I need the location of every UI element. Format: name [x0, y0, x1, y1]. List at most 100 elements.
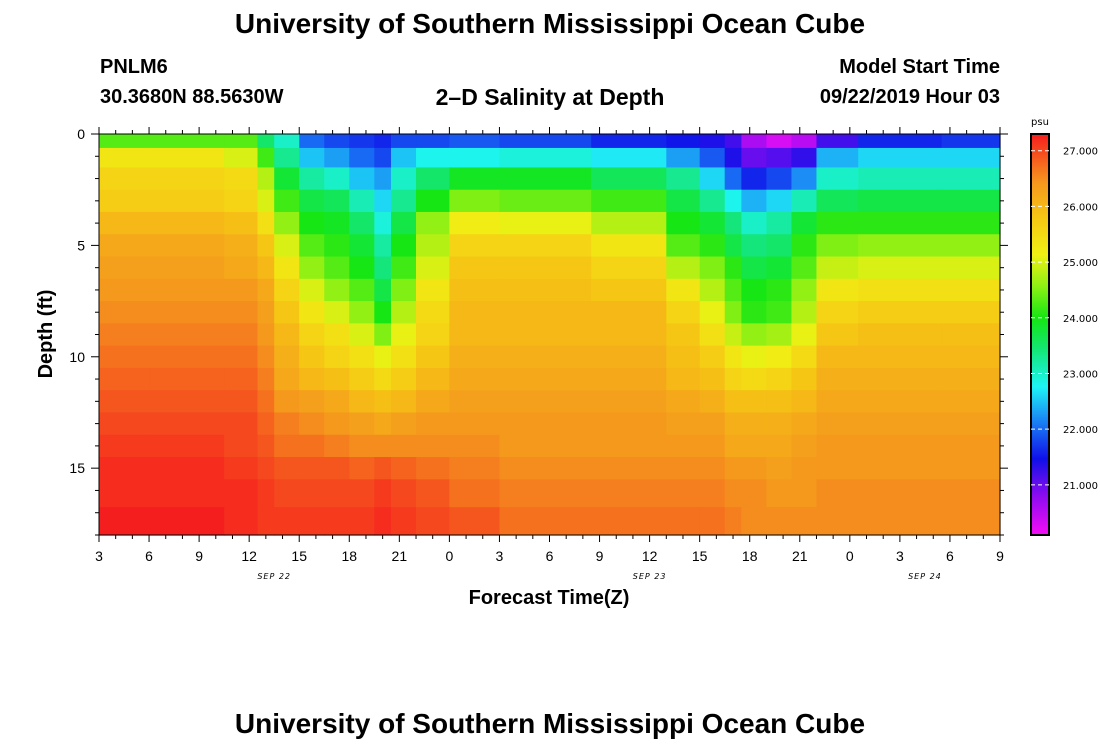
x-tick-label: 3 — [896, 548, 904, 564]
heatmap-cell — [724, 390, 742, 414]
heatmap-cell — [816, 167, 859, 191]
heatmap-cell — [349, 147, 375, 169]
heatmap-cell — [941, 412, 1001, 436]
heatmap-cell — [390, 278, 417, 302]
heatmap-cell — [816, 507, 859, 536]
heatmap-cell — [349, 234, 375, 258]
heatmap-cell — [224, 147, 259, 169]
heatmap-cell — [349, 278, 375, 302]
salinity-chart: 3 6 9 12 15 18 21 0 3 6 9 12 15 18 21 0 3 6 9 SEP 22 SEP 23 S… — [35, 117, 1098, 609]
x-tick-label: 0 — [846, 548, 854, 564]
heatmap-cell — [449, 189, 501, 213]
heatmap-cell — [499, 345, 592, 369]
station-id: PNLM6 — [100, 56, 168, 78]
x-tick-label: 12 — [241, 548, 257, 564]
y-tick-label: 10 — [69, 349, 85, 365]
heatmap-cell — [724, 301, 742, 324]
heatmap-cell — [591, 301, 667, 324]
heatmap-cell — [699, 479, 726, 508]
heatmap-cell — [149, 211, 225, 235]
heatmap-cell — [766, 147, 793, 169]
heatmap-cell — [449, 301, 501, 324]
heatmap-cell — [699, 345, 726, 369]
heatmap-cell — [499, 434, 592, 458]
heatmap-cell — [274, 390, 300, 414]
heatmap-cell — [224, 301, 259, 324]
heatmap-cell — [816, 256, 859, 280]
heatmap-cell — [941, 211, 1001, 235]
heatmap-cell — [324, 211, 350, 235]
date-label: SEP 24 — [908, 572, 942, 581]
colorbar-tick-label: 23.000 — [1063, 369, 1098, 380]
heatmap-cell — [449, 256, 501, 280]
heatmap-cell — [374, 256, 392, 280]
x-tick-label: 15 — [692, 548, 708, 564]
heatmap-cell — [374, 211, 392, 235]
heatmap-cell — [666, 323, 701, 347]
heatmap-cell — [416, 278, 450, 302]
heatmap-cell — [324, 412, 350, 436]
x-tick-label: 21 — [392, 548, 408, 564]
heatmap-cell — [858, 412, 943, 436]
heatmap-cell — [724, 134, 742, 149]
heatmap-cell — [374, 234, 392, 258]
heatmap-cell — [99, 434, 150, 458]
heatmap-cell — [499, 479, 592, 508]
heatmap-cell — [766, 434, 793, 458]
heatmap-cell — [591, 234, 667, 258]
heatmap-cell — [149, 301, 225, 324]
heatmap-cell — [224, 390, 259, 414]
heatmap-cell — [224, 256, 259, 280]
heatmap-cell — [941, 323, 1001, 347]
heatmap-cell — [274, 147, 300, 169]
heatmap-cell — [499, 367, 592, 391]
heatmap-cell — [699, 256, 726, 280]
heatmap-cell — [941, 507, 1001, 536]
heatmap-cell — [858, 345, 943, 369]
x-tick-label: 6 — [145, 548, 153, 564]
heatmap-cell — [374, 167, 392, 191]
heatmap-cell — [349, 256, 375, 280]
heatmap-cell — [858, 367, 943, 391]
heatmap-cell — [324, 507, 350, 536]
colorbar-unit: psu — [1031, 117, 1049, 128]
heatmap-cell — [858, 479, 943, 508]
heatmap-cell — [791, 479, 818, 508]
heatmap-cell — [224, 345, 259, 369]
heatmap-cell — [149, 434, 225, 458]
heatmap-cell — [257, 301, 275, 324]
x-tick-label: 6 — [546, 548, 554, 564]
colorbar-tick-label: 26.000 — [1063, 202, 1098, 213]
heatmap-cell — [257, 147, 275, 169]
heatmap-cell — [349, 479, 375, 508]
heatmap-cell — [499, 167, 592, 191]
heatmap-cell — [390, 234, 417, 258]
heatmap-cell — [791, 147, 818, 169]
heatmap-cell — [224, 278, 259, 302]
y-axis-title: Depth (ft) — [35, 290, 57, 379]
heatmap-cell — [299, 147, 325, 169]
heatmap-cell — [741, 278, 768, 302]
heatmap-cell — [416, 390, 450, 414]
heatmap-cell — [791, 278, 818, 302]
heatmap-cell — [299, 390, 325, 414]
heatmap-cell — [816, 323, 859, 347]
heatmap-cell — [858, 256, 943, 280]
heatmap-cell — [766, 390, 793, 414]
heatmap-cell — [416, 507, 450, 536]
heatmap-cell — [149, 234, 225, 258]
heatmap-cell — [149, 167, 225, 191]
heatmap-cell — [699, 434, 726, 458]
heatmap-cell — [390, 167, 417, 191]
heatmap-cell — [274, 457, 300, 480]
colorbar-gradient — [1030, 133, 1050, 536]
heatmap-cell — [791, 134, 818, 149]
heatmap-cell — [699, 367, 726, 391]
heatmap-cell — [224, 167, 259, 191]
heatmap-cell — [499, 323, 592, 347]
heatmap-cell — [724, 434, 742, 458]
y-tick-label: 5 — [77, 237, 85, 253]
heatmap-cell — [224, 367, 259, 391]
heatmap-cell — [449, 479, 501, 508]
heatmap-cell — [274, 167, 300, 191]
